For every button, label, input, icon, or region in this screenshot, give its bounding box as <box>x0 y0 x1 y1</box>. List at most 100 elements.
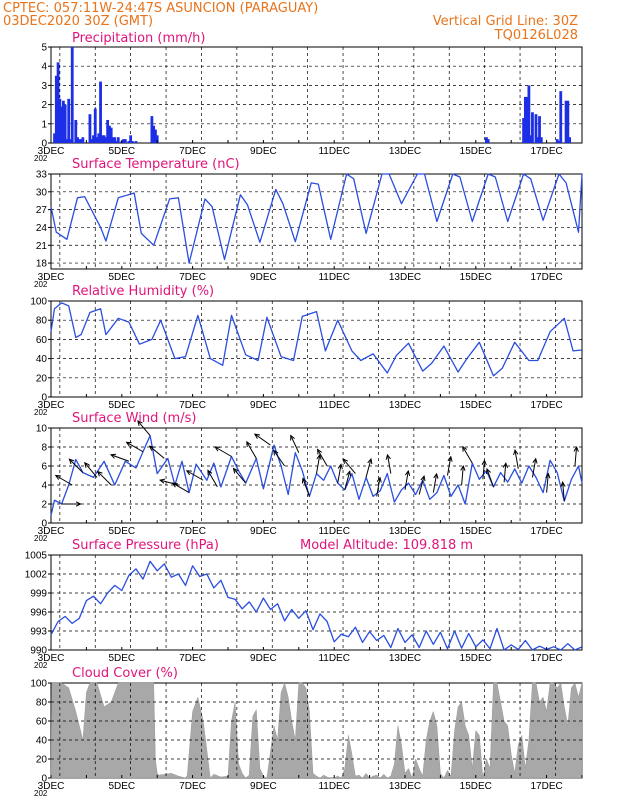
precip-bar <box>557 141 561 143</box>
humidity-panel: 0 20 40 60 80 100 3DEC 5DEC 7DEC 9DEC 11DEC 13DEC 1… <box>30 284 583 417</box>
wind-arrow-head <box>447 455 453 462</box>
precip-bar <box>97 133 101 143</box>
wind-arrow-head <box>301 477 307 484</box>
wind-panel: 0 2 4 6 8 10 3DEC 5DEC 7DEC 9DEC 11DEC 13DEC 15DEC 1… <box>34 411 583 543</box>
y-tick-label: 0 <box>41 519 47 530</box>
wind-x-ticks: 3DEC 5DEC 7DEC 9DEC 11DEC 13DEC 15DEC 17DEC 202 <box>34 520 583 543</box>
precip-bar <box>486 139 490 143</box>
y-tick-label: 80 <box>36 316 48 327</box>
precipitation-grid <box>51 47 582 143</box>
wind-arrow-head <box>137 420 143 427</box>
humidity-frame <box>50 300 583 398</box>
wind-arrow-shaft <box>186 470 204 481</box>
wind-arrow-shaft <box>418 476 425 495</box>
precip-bar <box>113 137 117 143</box>
precip-bar <box>53 133 56 143</box>
y-tick-label: 996 <box>30 608 47 619</box>
precip-bar <box>525 96 529 143</box>
wind-arrow <box>68 458 84 474</box>
precip-bar <box>559 91 563 143</box>
wind-arrow-shaft <box>486 468 494 488</box>
wind-arrow-shaft <box>126 441 144 453</box>
precip-bar <box>127 141 131 143</box>
humidity-grid <box>51 301 582 397</box>
wind-arrow <box>96 470 112 486</box>
wind-arrow-head <box>54 474 61 480</box>
cloud-title: Cloud Cover (%) <box>72 666 178 681</box>
wind-arrow-head <box>246 440 252 447</box>
wind-arrow-head <box>545 472 551 479</box>
wind-arrow <box>109 453 130 462</box>
wind-arrow <box>513 448 519 469</box>
x-tick-label: 17DEC <box>530 781 562 792</box>
y-tick-label: 80 <box>36 698 48 709</box>
y-tick-label: 6 <box>41 462 47 473</box>
precip-bar <box>568 137 572 143</box>
year-label: 202 <box>34 280 48 289</box>
y-tick-label: 0 <box>41 393 47 404</box>
station-header: CPTEC: 057:11W-24:47S ASUNCION (PARAGUAY… <box>3 1 318 16</box>
precip-bar <box>150 116 154 143</box>
x-tick-label: 5DEC <box>108 653 135 664</box>
wind-arrow-shaft <box>302 478 310 497</box>
vertical-grid-note: Vertical Grid Line: 30Z <box>433 14 578 29</box>
wind-arrow <box>253 433 271 446</box>
y-tick-label: 10 <box>36 424 48 435</box>
wind-arrow-head <box>462 445 468 452</box>
wind-arrow-head <box>513 448 519 456</box>
wind-arrow <box>246 440 257 459</box>
pres-series-line <box>50 560 583 651</box>
wind-arrow-shaft <box>387 454 392 474</box>
x-tick-label: 9DEC <box>250 272 277 283</box>
y-tick-label: 33 <box>36 170 48 181</box>
wind-arrow-shaft <box>432 473 438 493</box>
wind-arrow-head <box>290 434 295 441</box>
y-tick-label: 993 <box>30 627 47 638</box>
wind-arrow-head <box>96 470 103 477</box>
wind-arrow <box>125 441 144 453</box>
precip-bar <box>109 127 113 143</box>
model-code: TQ0126L028 <box>494 28 578 43</box>
wind-arrow-shaft <box>574 447 578 467</box>
y-tick-label: 2 <box>41 500 47 511</box>
precip-bar <box>69 139 72 143</box>
wind-arrow <box>462 445 473 464</box>
wind-arrow <box>337 463 343 484</box>
wind-arrow-shaft <box>503 463 507 483</box>
wind-arrow-shaft <box>317 449 328 467</box>
precip-bar <box>70 47 74 143</box>
precip-bar <box>104 137 108 143</box>
x-tick-label: 9DEC <box>250 781 277 792</box>
wind-arrow-head <box>346 470 352 477</box>
wind-arrow-head <box>273 449 279 456</box>
wind-arrow-head <box>317 448 323 455</box>
wind-arrow-head <box>316 453 322 460</box>
precip-bar <box>61 100 65 143</box>
wind-arrow-shaft <box>446 456 452 476</box>
wind-arrow <box>61 501 82 507</box>
wind-arrow-shaft <box>365 458 372 478</box>
x-tick-label: 11DEC <box>318 146 350 157</box>
precip-bar <box>485 137 488 143</box>
precip-bar <box>108 125 111 143</box>
precip-bar <box>92 135 95 143</box>
wind-arrow <box>214 446 232 457</box>
y-tick-label: 21 <box>36 241 48 252</box>
x-tick-label: 13DEC <box>389 526 421 537</box>
wind-arrow <box>290 434 300 453</box>
y-tick-label: 3 <box>41 81 47 92</box>
wind-arrow <box>418 474 426 495</box>
temperature-panel: 18 21 24 27 30 33 3DEC 5DEC 7DEC 9DEC 11DEC 13DEC 1… <box>34 157 583 289</box>
wind-arrow-head <box>420 474 426 482</box>
wind-arrow-head <box>158 478 166 484</box>
wind-arrow <box>171 482 190 494</box>
wind-arrow-head <box>109 453 117 459</box>
wind-arrow <box>342 458 356 474</box>
wind-arrow-shaft <box>546 473 549 493</box>
y-tick-label: 5 <box>41 43 47 54</box>
y-tick-label: 60 <box>36 717 48 728</box>
precipitation-y-ticks: 0 1 2 3 4 5 <box>41 43 51 150</box>
year-label: 202 <box>34 408 48 417</box>
x-tick-label: 7DEC <box>179 526 206 537</box>
